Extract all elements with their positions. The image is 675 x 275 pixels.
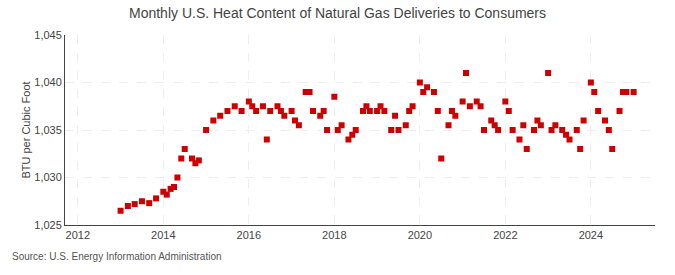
svg-text:Monthly U.S. Heat Content of N: Monthly U.S. Heat Content of Natural Gas…	[129, 5, 546, 21]
svg-text:1,045: 1,045	[34, 29, 62, 41]
svg-text:2016: 2016	[237, 229, 261, 241]
svg-text:Source: U.S. Energy Informatio: Source: U.S. Energy Information Administ…	[12, 251, 222, 262]
svg-text:2024: 2024	[579, 229, 603, 241]
svg-text:2022: 2022	[493, 229, 517, 241]
svg-text:2018: 2018	[322, 229, 346, 241]
svg-text:1,030: 1,030	[34, 171, 62, 183]
svg-text:1,040: 1,040	[34, 76, 62, 88]
svg-text:1,025: 1,025	[34, 219, 62, 231]
svg-text:1,035: 1,035	[34, 124, 62, 136]
svg-text:BTU per Cubic Foot: BTU per Cubic Foot	[20, 81, 32, 178]
svg-text:2014: 2014	[151, 229, 175, 241]
svg-text:2020: 2020	[408, 229, 432, 241]
svg-text:2012: 2012	[66, 229, 90, 241]
